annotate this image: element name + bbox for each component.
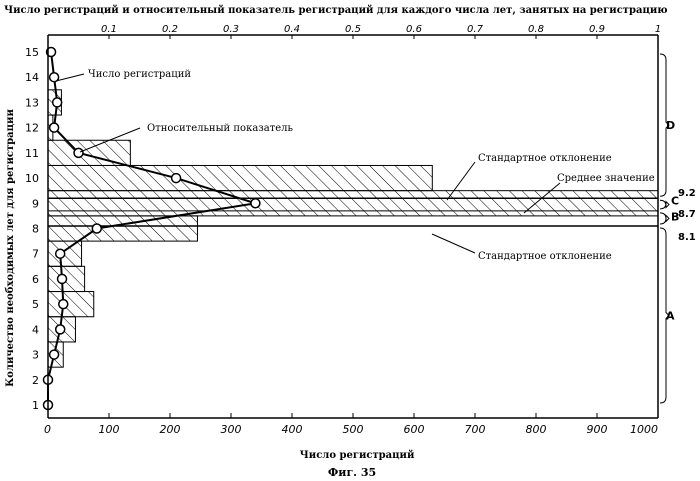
x-top-tick-label: 0.4 [284,24,300,35]
y-tick-label: 6 [32,273,39,286]
bottom-axis: 0 100 200 300 400 500 600 700 800 900 1000 [44,413,658,436]
x-top-tick-label: 0.6 [406,24,422,35]
y-tick-label: 4 [32,323,39,336]
band-marker-label: 8.1 [678,232,696,243]
x-bottom-tick-label: 600 [404,423,425,436]
x-top-tick-label: 0.2 [162,24,178,35]
bar [48,165,432,190]
region-label: C [671,195,679,208]
relative-point [172,174,181,183]
x-bottom-tick-label: 400 [282,423,303,436]
relative-point [56,325,65,334]
x-bottom-tick-label: 200 [160,423,181,436]
region-brackets: D CB A [660,54,679,403]
y-tick-label: 8 [32,223,39,236]
annotation-bars: Число регистраций [88,69,191,80]
x-bottom-tick-label: 0 [44,423,51,436]
relative-point [251,199,260,208]
annotation-std-lower: Стандартное отклонение [478,251,612,262]
band-markers: 8.1 8.7 9.2 [678,188,696,243]
x-top-tick-label: 0.9 [589,24,605,35]
x-bottom-tick-label: 800 [526,423,547,436]
relative-point [56,249,65,258]
relative-point [53,98,62,107]
x-top-tick-label: 0.3 [223,24,239,35]
x-bottom-tick-label: 100 [99,423,120,436]
relative-point [59,300,68,309]
annotation-leader [432,234,475,253]
x-top-tick-label: 1 [655,24,661,35]
y-tick-label: 13 [25,96,39,109]
figure-caption: Фиг. 35 [328,466,376,479]
y-tick-label: 14 [25,71,39,84]
annotation-mean: Среднее значение [557,173,655,184]
y-tick-label: 12 [25,122,39,135]
relative-point [92,224,101,233]
y-tick-label: 9 [32,197,39,210]
bar [48,140,130,165]
bar [48,216,197,241]
relative-point [50,350,59,359]
band-marker-label: 8.7 [678,209,696,220]
annotation-std-upper: Стандартное отклонение [478,153,612,164]
region-label: D [666,119,675,132]
region-bracket [660,200,669,209]
y-axis-label: Количество необходимых лет для регистрац… [5,109,16,387]
top-axis: 0.1 0.2 0.3 0.4 0.5 0.6 0.7 0.8 0.9 1 [101,24,661,39]
x-bottom-tick-label: 500 [343,423,364,436]
y-tick-label: 5 [32,298,39,311]
y-tick-label: 7 [32,248,39,261]
x-top-tick-label: 0.7 [467,24,484,35]
region-bracket [660,213,669,224]
relative-point [50,123,59,132]
bar [48,292,94,317]
band-marker-label: 9.2 [678,188,696,199]
chart-title: Число регистраций и относительный показа… [4,5,668,16]
x-bottom-tick-label: 1000 [630,423,658,436]
x-top-tick-label: 0.1 [101,24,117,35]
annotation-line: Относительный показатель [147,123,294,134]
relative-point [74,148,83,157]
x-bottom-tick-label: 900 [587,423,608,436]
y-tick-label: 10 [25,172,39,185]
region-label: A [666,309,675,322]
y-tick-label: 3 [32,349,39,362]
annotation-leader [56,74,84,81]
y-tick-label: 11 [25,147,39,160]
bar [48,191,658,216]
bars [48,90,658,367]
y-tick-label: 15 [25,46,39,59]
x-axis-label: Число регистраций [300,450,415,461]
y-tick-label: 1 [32,399,39,412]
x-bottom-tick-label: 300 [221,423,242,436]
x-bottom-tick-label: 700 [465,423,486,436]
x-top-tick-label: 0.8 [528,24,544,35]
relative-point [58,274,67,283]
y-tick-label: 2 [32,374,39,387]
left-axis: 123456789101112131415 [25,46,39,412]
x-top-tick-label: 0.5 [345,24,361,35]
region-label: B [671,210,679,223]
